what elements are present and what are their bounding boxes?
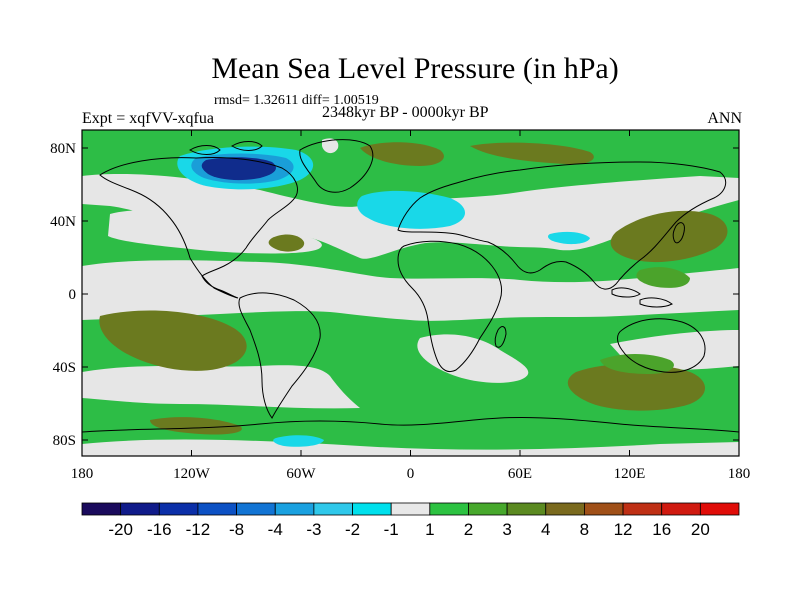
x-tick-label: 60W (286, 466, 316, 482)
colorbar-label: 16 (652, 520, 671, 539)
season-label: ANN (707, 110, 742, 127)
plot-title: Mean Sea Level Pressure (in hPa) (211, 52, 619, 85)
colorbar-swatch (545, 502, 585, 516)
y-tick-label: 40S (53, 360, 76, 376)
colorbar-label: -1 (384, 520, 399, 539)
colorbar-swatch (699, 502, 740, 516)
colorbar-label: -16 (147, 520, 172, 539)
colorbar-label: 8 (580, 520, 589, 539)
y-tick-label: 0 (69, 287, 77, 303)
colorbar-swatch (584, 502, 624, 516)
colorbar-swatch (197, 502, 237, 516)
colorbar-swatch (390, 502, 431, 516)
colorbar-swatch (313, 502, 353, 516)
strong-positive-regions (99, 142, 728, 435)
colorbar-label: -8 (229, 520, 244, 539)
x-tick-marks (81, 130, 740, 456)
colorbar-swatch (81, 502, 122, 516)
period-label: 2348kyr BP - 0000kyr BP (322, 104, 489, 121)
colorbar-swatch (158, 502, 199, 516)
colorbar-label: -2 (345, 520, 360, 539)
colorbar-label: -3 (306, 520, 321, 539)
colorbar-label: -4 (268, 520, 283, 539)
colorbar-swatch (661, 502, 701, 516)
y-tick-labels: 80N 40N 0 40S 80S (50, 141, 76, 449)
colorbar-label: 12 (614, 520, 633, 539)
y-tick-marks (82, 147, 739, 441)
colorbar-label: 4 (541, 520, 550, 539)
colorbar-swatch (274, 502, 315, 516)
colorbar-swatch (622, 502, 663, 516)
coastlines (82, 139, 739, 433)
x-tick-label: 120E (614, 466, 646, 482)
colorbar-label: 3 (502, 520, 511, 539)
colorbar: -20 -16 -12 -8 -4 -3 -2 -1 1 2 3 4 8 12 16 20 (81, 502, 740, 539)
y-tick-label: 80N (50, 141, 76, 157)
x-tick-label: 60E (508, 466, 532, 482)
x-tick-label: 0 (407, 466, 415, 482)
y-tick-label: 40N (50, 214, 76, 230)
pressure-field (82, 130, 739, 456)
x-tick-labels: 180 120W 60W 0 60E 120E 180 (71, 466, 751, 482)
colorbar-label: 1 (425, 520, 434, 539)
colorbar-swatch (506, 502, 547, 516)
colorbar-label: -20 (108, 520, 133, 539)
experiment-label: Expt = xqfVV-xqfua (82, 110, 214, 127)
colorbar-swatch (236, 502, 276, 516)
colorbar-label: 20 (691, 520, 710, 539)
x-tick-label: 180 (728, 466, 751, 482)
colorbar-label: -12 (186, 520, 211, 539)
colorbar-swatch (468, 502, 508, 516)
x-tick-label: 120W (173, 466, 211, 482)
colorbar-label: 2 (464, 520, 473, 539)
y-tick-label: 80S (53, 433, 76, 449)
x-tick-label: 180 (71, 466, 94, 482)
stats-text: rmsd= 1.32611 diff= 1.00519 (214, 93, 379, 108)
colorbar-swatch (429, 502, 469, 516)
colorbar-swatch (352, 502, 392, 516)
colorbar-swatch (120, 502, 160, 516)
